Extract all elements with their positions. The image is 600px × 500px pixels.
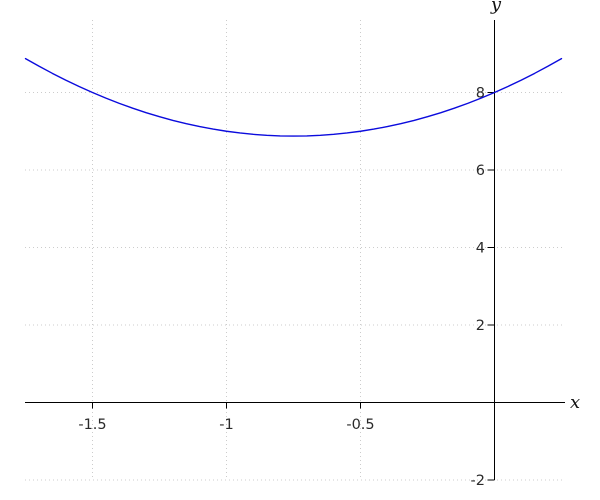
- tick-marks: [92, 92, 495, 481]
- y-tick-label: 2: [476, 318, 485, 334]
- x-axis-label: x: [570, 392, 580, 413]
- parabola-curve: [24, 57, 563, 137]
- axes: [25, 20, 565, 480]
- x-tick-label: -1.5: [78, 417, 106, 433]
- x-tick-label: -0.5: [346, 417, 374, 433]
- y-tick-label: 6: [476, 163, 485, 179]
- y-tick-label: 8: [476, 86, 485, 102]
- y-tick-label: -2: [471, 473, 485, 489]
- gridlines: [25, 20, 565, 481]
- data-curves: [24, 57, 563, 137]
- y-tick-labels: 8 6 4 2 -2: [471, 86, 485, 490]
- x-tick-labels: -1.5 -1 -0.5: [78, 417, 374, 433]
- y-axis-label: y: [490, 0, 502, 15]
- y-tick-label: 4: [476, 241, 485, 257]
- x-tick-label: -1: [219, 417, 233, 433]
